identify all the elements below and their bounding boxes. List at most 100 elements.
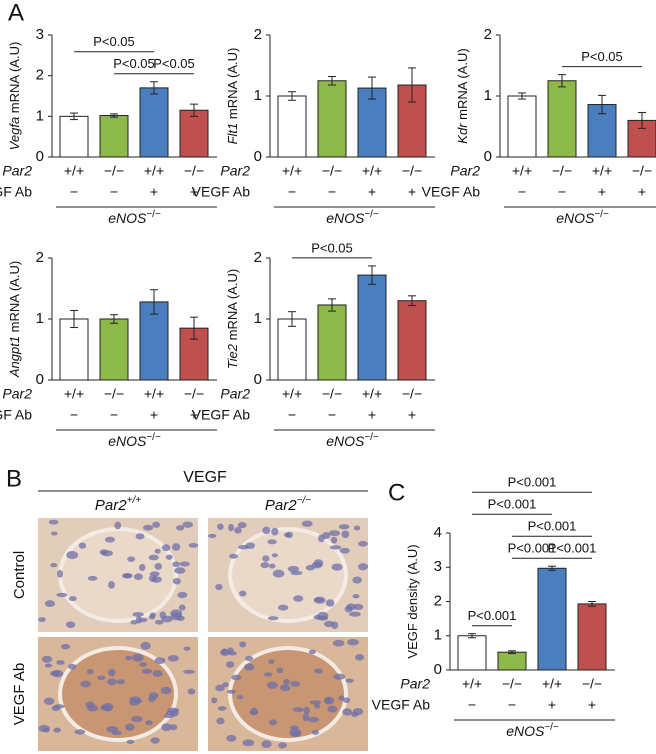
nucleus — [154, 657, 166, 665]
nucleus — [133, 699, 143, 704]
nucleus — [78, 542, 87, 549]
y-tick-label: 0 — [484, 148, 492, 165]
y-tick-label: 0 — [254, 148, 262, 165]
bar — [537, 567, 567, 671]
category-label: −/− — [104, 386, 124, 402]
nucleus — [150, 737, 160, 744]
panel-label: A — [8, 0, 24, 26]
significance-label: P<0.05 — [93, 34, 135, 49]
nucleus — [229, 553, 238, 559]
category-label: −/− — [184, 163, 204, 179]
y-tick-label: 4 — [434, 524, 442, 541]
nucleus — [228, 523, 235, 532]
nucleus — [338, 524, 350, 530]
panel-b-title: VEGF — [183, 469, 227, 486]
nucleus — [87, 704, 99, 712]
category-label: +/+ — [64, 163, 84, 179]
nucleus — [331, 563, 343, 571]
group-label: eNOS−/− — [556, 209, 609, 226]
nucleus — [279, 684, 291, 692]
nucleus — [268, 719, 278, 726]
nucleus — [266, 681, 278, 689]
significance-label: P<0.001 — [508, 541, 557, 556]
nucleus — [179, 561, 190, 567]
group-label-sup: −/− — [364, 432, 379, 443]
y-axis-label-gene: Flt1 — [225, 123, 240, 145]
group-label: eNOS−/− — [326, 209, 379, 226]
treatment-label: − — [468, 697, 476, 713]
nucleus — [41, 655, 53, 663]
treatment-label: − — [288, 407, 296, 423]
y-axis-label: VEGF density (A.U) — [405, 544, 420, 658]
group-label: eNOS−/− — [506, 722, 559, 739]
treatment-label: + — [368, 407, 376, 423]
treatment-label: + — [638, 184, 646, 200]
nucleus — [122, 572, 133, 579]
nucleus — [43, 697, 55, 705]
nucleus — [267, 539, 277, 545]
nucleus — [234, 526, 242, 534]
nucleus — [215, 684, 225, 692]
nucleus — [293, 595, 304, 602]
group-label-name: eNOS — [326, 210, 365, 226]
nucleus — [152, 521, 161, 528]
row-label: Par2 — [450, 163, 480, 179]
significance-label: P<0.001 — [508, 475, 557, 490]
bar — [357, 274, 387, 381]
category-label: +/+ — [362, 386, 382, 402]
group-label-name: eNOS — [108, 433, 147, 449]
column-label-name: Par2 — [265, 497, 297, 514]
nucleus — [208, 533, 217, 539]
nucleus — [283, 679, 291, 686]
nucleus — [327, 705, 338, 713]
y-tick-label: 3 — [36, 26, 44, 43]
nucleus — [237, 522, 247, 529]
treatment-label: + — [368, 184, 376, 200]
nucleus — [324, 620, 335, 628]
y-axis-label-gene: Vegfa — [7, 117, 22, 151]
y-axis-label-text: mRNA (A.U) — [225, 269, 240, 341]
row-label: Par2 — [2, 386, 32, 402]
nucleus — [217, 523, 224, 530]
category-label: +/+ — [64, 386, 84, 402]
row-label: Par2 — [2, 163, 32, 179]
nucleus — [154, 548, 161, 554]
treatment-label: − — [110, 407, 118, 423]
bar — [457, 635, 487, 671]
nucleus — [287, 565, 300, 573]
nucleus — [54, 704, 65, 709]
bar — [397, 300, 427, 381]
group-label: eNOS−/− — [326, 432, 379, 449]
y-tick-label: 0 — [434, 661, 442, 678]
nucleus — [289, 728, 302, 737]
nucleus — [316, 615, 329, 621]
panel-label: B — [6, 465, 22, 492]
nucleus — [48, 519, 59, 525]
category-label: −/− — [322, 386, 342, 402]
nucleus — [56, 570, 64, 578]
nucleus — [267, 616, 279, 621]
column-label: Par2+/+ — [95, 495, 141, 514]
nucleus — [141, 668, 153, 674]
nucleus — [160, 686, 172, 695]
nucleus — [56, 592, 68, 597]
significance-label: P<0.05 — [311, 240, 353, 255]
nucleus — [68, 596, 77, 602]
nucleus — [130, 619, 138, 625]
nucleus — [227, 689, 237, 694]
nucleus — [305, 564, 315, 571]
nucleus — [311, 729, 320, 736]
nucleus — [50, 670, 60, 677]
row-label: Par2 — [220, 163, 250, 179]
treatment-label: − — [558, 184, 566, 200]
row-label: VEGF Ab — [422, 184, 481, 200]
row-label: Par2 — [220, 386, 250, 402]
nucleus — [107, 678, 117, 686]
nucleus — [127, 556, 136, 562]
treatment-label: − — [518, 184, 526, 200]
row-label: VEGF Ab — [0, 407, 32, 423]
nucleus — [161, 615, 173, 623]
row-label: VEGF Ab — [192, 407, 251, 423]
y-axis-label-text: mRNA (A.U) — [455, 48, 470, 120]
